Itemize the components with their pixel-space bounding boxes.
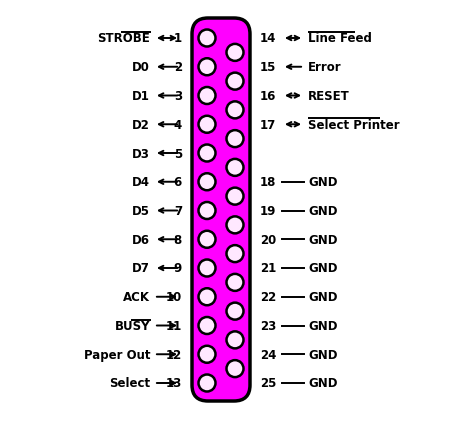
Circle shape: [199, 231, 216, 248]
Circle shape: [199, 288, 216, 305]
Circle shape: [199, 346, 216, 363]
Text: D6: D6: [132, 233, 150, 246]
Circle shape: [227, 245, 244, 262]
Circle shape: [199, 374, 216, 391]
Text: 21: 21: [260, 262, 276, 275]
Text: D0: D0: [132, 61, 150, 74]
Circle shape: [199, 174, 216, 191]
Circle shape: [227, 45, 244, 62]
Text: GND: GND: [308, 176, 337, 189]
Text: STROBE: STROBE: [97, 32, 150, 46]
Circle shape: [227, 360, 244, 377]
Text: 12: 12: [166, 348, 182, 361]
Text: GND: GND: [308, 377, 337, 390]
Text: RESET: RESET: [308, 90, 350, 103]
Circle shape: [199, 317, 216, 334]
Circle shape: [227, 217, 244, 234]
Text: GND: GND: [308, 319, 337, 332]
Text: 20: 20: [260, 233, 276, 246]
Text: 8: 8: [174, 233, 182, 246]
Text: Error: Error: [308, 61, 342, 74]
Text: 14: 14: [260, 32, 276, 46]
Text: 22: 22: [260, 291, 276, 304]
Circle shape: [227, 331, 244, 348]
Text: 10: 10: [166, 291, 182, 304]
Text: D1: D1: [132, 90, 150, 103]
Text: GND: GND: [308, 291, 337, 304]
Text: D5: D5: [132, 204, 150, 218]
Text: 15: 15: [260, 61, 276, 74]
Circle shape: [199, 260, 216, 277]
Text: 17: 17: [260, 118, 276, 132]
Text: GND: GND: [308, 233, 337, 246]
Circle shape: [199, 88, 216, 105]
Circle shape: [227, 274, 244, 291]
Text: BUSY: BUSY: [115, 319, 150, 332]
Text: 25: 25: [260, 377, 276, 390]
Text: 13: 13: [166, 377, 182, 390]
Text: Line Feed: Line Feed: [308, 32, 372, 46]
Text: 19: 19: [260, 204, 276, 218]
Text: 24: 24: [260, 348, 276, 361]
Text: 23: 23: [260, 319, 276, 332]
Circle shape: [199, 145, 216, 162]
Text: 5: 5: [174, 147, 182, 160]
Text: GND: GND: [308, 204, 337, 218]
Text: ACK: ACK: [123, 291, 150, 304]
Circle shape: [227, 131, 244, 148]
Text: D3: D3: [132, 147, 150, 160]
Circle shape: [199, 30, 216, 47]
Text: 3: 3: [174, 90, 182, 103]
Circle shape: [227, 188, 244, 205]
Text: GND: GND: [308, 348, 337, 361]
Text: 11: 11: [166, 319, 182, 332]
Text: Select Printer: Select Printer: [308, 118, 400, 132]
Text: GND: GND: [308, 262, 337, 275]
Text: 7: 7: [174, 204, 182, 218]
Text: D4: D4: [132, 176, 150, 189]
Text: 9: 9: [174, 262, 182, 275]
Text: 1: 1: [174, 32, 182, 46]
Text: 6: 6: [174, 176, 182, 189]
Circle shape: [199, 202, 216, 219]
Text: 2: 2: [174, 61, 182, 74]
FancyBboxPatch shape: [192, 19, 250, 401]
Text: 16: 16: [260, 90, 276, 103]
Text: 4: 4: [174, 118, 182, 132]
Circle shape: [227, 159, 244, 176]
Text: Select: Select: [109, 377, 150, 390]
Circle shape: [199, 116, 216, 133]
Circle shape: [227, 73, 244, 90]
Text: 18: 18: [260, 176, 276, 189]
Circle shape: [199, 59, 216, 76]
Circle shape: [227, 303, 244, 320]
Text: D7: D7: [132, 262, 150, 275]
Text: Paper Out: Paper Out: [83, 348, 150, 361]
Text: D2: D2: [132, 118, 150, 132]
Circle shape: [227, 102, 244, 119]
